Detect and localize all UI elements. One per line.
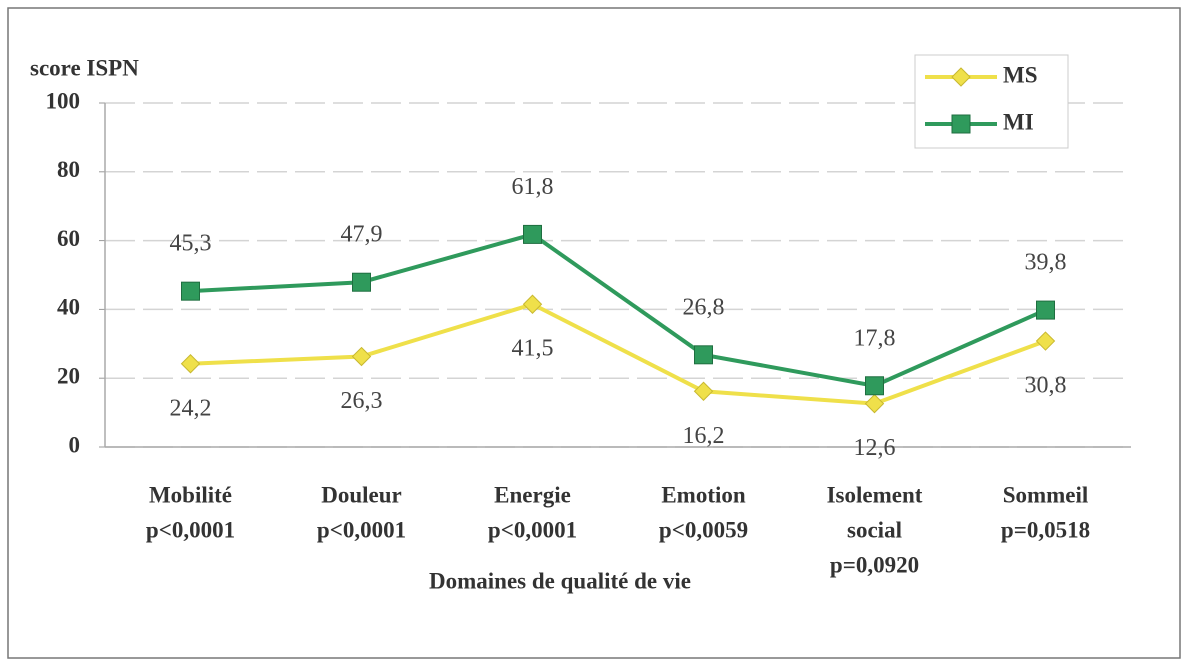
- legend-marker: [951, 114, 971, 134]
- data-label: 41,5: [512, 336, 554, 362]
- data-label: 26,8: [683, 294, 725, 320]
- x-tick-label: Energie: [494, 482, 571, 507]
- data-label: 12,6: [854, 435, 896, 461]
- series-line: [190, 232, 1047, 388]
- x-tick-label: Mobilité: [149, 482, 232, 507]
- legend-box: [914, 54, 1069, 149]
- data-label: 26,3: [341, 388, 383, 414]
- data-label: 47,9: [341, 222, 383, 248]
- point-marker: [1035, 331, 1056, 351]
- y-tick-label: 40: [57, 295, 80, 320]
- x-tick-label: p<0,0059: [659, 517, 748, 542]
- y-tick-label: 80: [57, 157, 80, 182]
- x-tick-label: p<0,0001: [488, 517, 577, 542]
- data-label: 17,8: [854, 325, 896, 351]
- data-label: 39,8: [1025, 250, 1067, 276]
- x-tick-label: p=0,0920: [830, 552, 919, 577]
- point-marker: [693, 381, 714, 401]
- y-axis-label: score ISPN: [30, 55, 139, 80]
- point-marker: [864, 393, 885, 414]
- x-tick-label: social: [847, 517, 902, 542]
- x-tick-label: p<0,0001: [146, 517, 235, 542]
- x-tick-label: Isolement: [827, 482, 923, 507]
- data-label: 30,8: [1025, 373, 1067, 399]
- data-label: 24,2: [170, 395, 212, 421]
- x-tick-label: Douleur: [321, 482, 402, 507]
- data-label: 61,8: [512, 174, 554, 200]
- x-tick-label: Emotion: [661, 482, 746, 507]
- point-marker: [1036, 300, 1055, 320]
- y-tick-label: 0: [69, 432, 81, 457]
- data-label: 45,3: [170, 231, 212, 257]
- point-marker: [180, 354, 201, 374]
- point-marker: [865, 376, 884, 396]
- point-marker: [523, 224, 542, 244]
- x-tick-label: p=0,0518: [1001, 517, 1090, 542]
- series-line: [190, 302, 1047, 406]
- x-tick-label: p<0,0001: [317, 517, 406, 542]
- point-marker: [181, 281, 200, 301]
- point-marker: [352, 272, 371, 292]
- legend-marker: [951, 67, 971, 87]
- data-label: 16,2: [683, 423, 725, 449]
- point-marker: [522, 294, 543, 314]
- x-axis-label: Domaines de qualité de vie: [429, 568, 691, 593]
- y-tick-label: 60: [57, 226, 80, 251]
- point-marker: [351, 346, 372, 367]
- legend-label: MS: [1003, 62, 1038, 87]
- legend-label: MI: [1003, 109, 1034, 134]
- point-marker: [694, 345, 713, 365]
- x-tick-label: Sommeil: [1003, 482, 1089, 507]
- y-tick-label: 100: [46, 88, 81, 113]
- y-tick-label: 20: [57, 363, 80, 388]
